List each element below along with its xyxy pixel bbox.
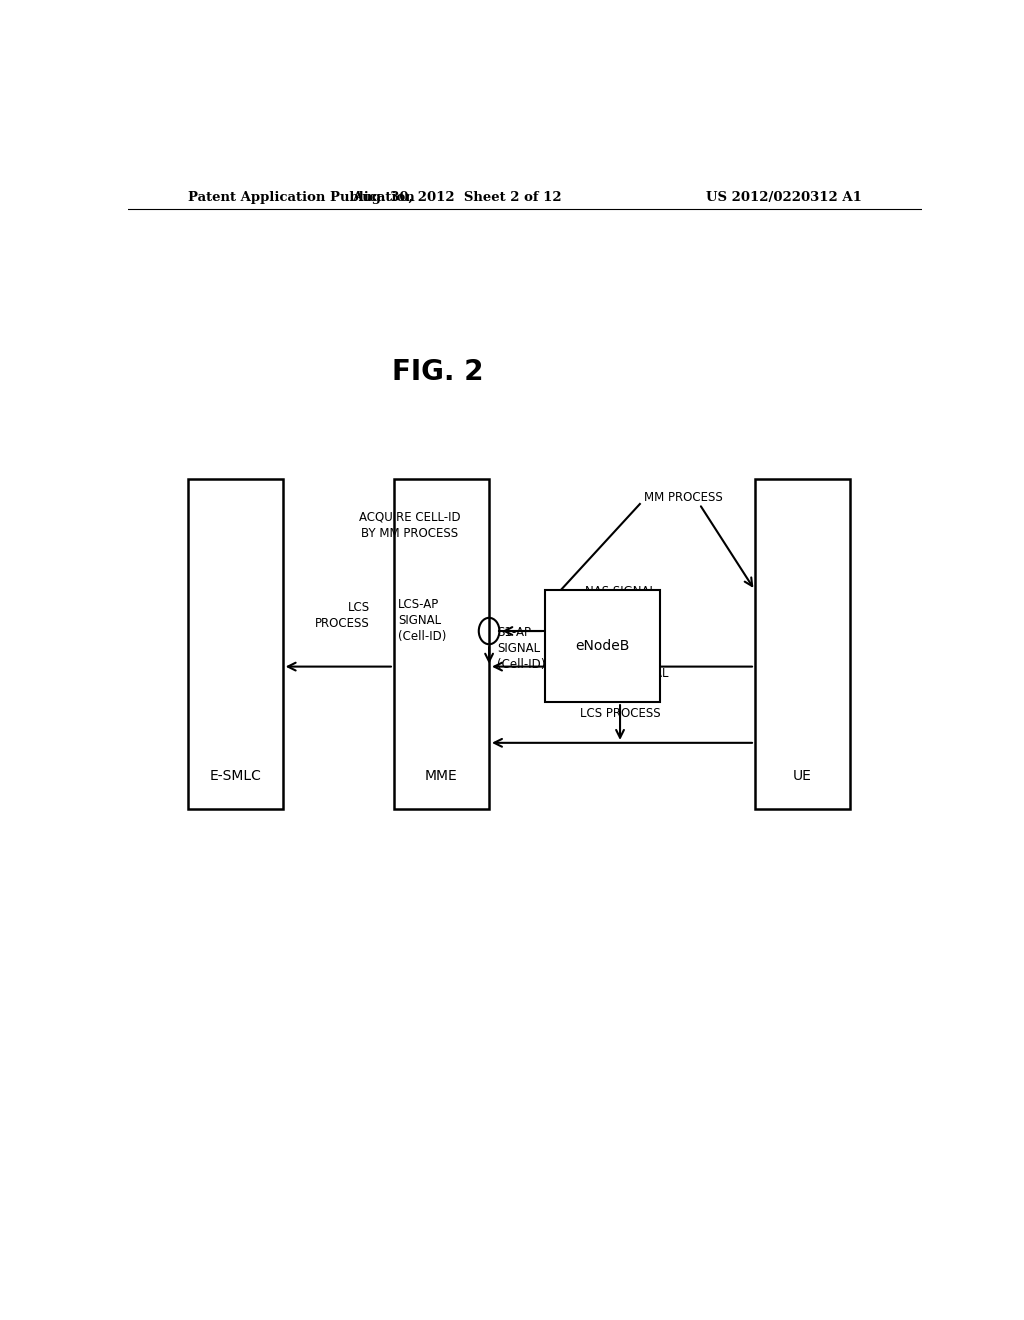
Bar [545,590,659,702]
Text: Patent Application Publication: Patent Application Publication [187,190,415,203]
Text: LCS-NAS SIGNAL: LCS-NAS SIGNAL [571,667,669,680]
Text: ACQUIRE CELL-ID
BY MM PROCESS: ACQUIRE CELL-ID BY MM PROCESS [359,511,461,540]
Text: LCS-AP
SIGNAL
(Cell-ID): LCS-AP SIGNAL (Cell-ID) [397,598,446,643]
Text: NAS SIGNAL
(Cell-ID): NAS SIGNAL (Cell-ID) [585,585,655,614]
Text: MM PROCESS: MM PROCESS [644,491,723,504]
Text: E-SMLC: E-SMLC [209,770,261,784]
Bar [755,479,850,809]
Text: UE: UE [794,770,812,784]
Text: US 2012/0220312 A1: US 2012/0220312 A1 [707,190,862,203]
Text: LCS
PROCESS: LCS PROCESS [315,602,370,630]
Text: S1-AP
SIGNAL
(Cell-ID): S1-AP SIGNAL (Cell-ID) [497,626,546,671]
Text: Aug. 30, 2012  Sheet 2 of 12: Aug. 30, 2012 Sheet 2 of 12 [352,190,562,203]
Text: LCS PROCESS: LCS PROCESS [580,708,660,721]
Text: FIG. 2: FIG. 2 [392,358,483,385]
Text: eNodeB: eNodeB [575,639,630,653]
Text: MME: MME [425,770,458,784]
Bar [187,479,283,809]
Bar [394,479,489,809]
